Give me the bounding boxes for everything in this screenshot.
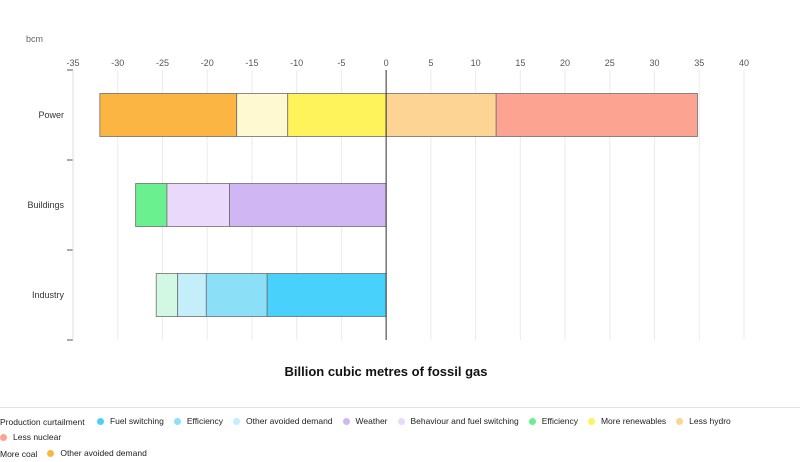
legend-item: Other avoided demand	[47, 446, 147, 461]
legend-swatch	[587, 418, 595, 425]
legend-lead-label: Production curtailment	[0, 417, 85, 427]
legend-divider	[0, 407, 800, 408]
x-tick-label: -10	[290, 58, 303, 68]
category-label-industry: Industry	[32, 290, 65, 300]
legend-swatch	[173, 418, 181, 425]
legend-item: Fuel switching	[96, 414, 164, 429]
bar-segment-industry	[155, 273, 179, 317]
legend-item: Behaviour and fuel switching	[397, 414, 519, 429]
bar-segment-buildings	[135, 183, 168, 227]
x-tick-label: 0	[384, 58, 389, 68]
x-tick-label: -35	[66, 58, 79, 68]
legend-item: Efficiency	[173, 414, 224, 429]
x-tick-label: 40	[739, 58, 749, 68]
bar-segment-industry	[266, 273, 387, 317]
x-tick-label: 35	[694, 58, 704, 68]
bar-segment-power	[495, 93, 698, 137]
category-label-power: Power	[38, 110, 64, 120]
x-tick-label: 30	[650, 58, 660, 68]
legend-item: Efficiency	[528, 414, 578, 429]
bar-segment-power	[287, 93, 387, 137]
bars	[99, 93, 698, 317]
x-tick-label: -30	[111, 58, 124, 68]
legend-item: Weather	[342, 414, 388, 429]
legend-label: Efficiency	[186, 416, 224, 426]
unit-label: bcm	[26, 34, 43, 44]
legend-item: Other avoided demand	[233, 414, 333, 429]
legend-label: Less nuclear	[13, 432, 62, 442]
legend-swatch	[96, 418, 104, 425]
legend-swatch	[528, 418, 536, 425]
legend-label: Other avoided demand	[246, 416, 333, 426]
legend-label: More renewables	[600, 416, 667, 426]
legend-lead-label-2: More coal	[0, 449, 38, 459]
legend-item: More renewables	[587, 414, 667, 429]
bar-segment-power	[236, 93, 289, 137]
legend-swatch	[0, 434, 7, 441]
legend-label: Efficiency	[541, 416, 578, 426]
legend: Production curtailment Fuel switching Eff…	[0, 414, 800, 462]
legend-swatch	[397, 418, 405, 425]
bar-chart: -35 -30 -25 -20 -15 -10 -5 0 5 10 15 20 25 30 35 40 Pow…	[26, 34, 749, 379]
x-tick-label: -15	[245, 58, 258, 68]
x-tick-labels: -35 -30 -25 -20 -15 -10 -5 0 5 10 15 20 25 30 35 40	[66, 58, 749, 68]
legend-label: Other avoided demand	[60, 448, 147, 458]
legend-swatch	[676, 418, 684, 425]
category-label-buildings: Buildings	[27, 200, 64, 210]
legend-swatch	[47, 450, 55, 457]
bar-segment-power	[99, 93, 238, 137]
bar-segment-power	[385, 93, 497, 137]
x-tick-label: -20	[201, 58, 214, 68]
x-tick-label: 25	[605, 58, 615, 68]
x-tick-label: -5	[337, 58, 345, 68]
category-labels: Power Buildings Industry	[27, 110, 64, 300]
x-tick-label: 20	[560, 58, 570, 68]
legend-label: Fuel switching	[109, 416, 164, 426]
x-tick-label: 15	[515, 58, 525, 68]
legend-swatch	[233, 418, 241, 425]
x-tick-label: -25	[156, 58, 169, 68]
bar-segment-industry	[177, 273, 207, 317]
x-tick-label: 10	[471, 58, 481, 68]
legend-item: Less nuclear	[0, 430, 61, 445]
legend-label: Weather	[355, 416, 388, 426]
x-tick-label: 5	[428, 58, 433, 68]
bar-segment-buildings	[229, 183, 387, 227]
legend-swatch	[342, 418, 350, 425]
legend-item: Less hydro	[676, 414, 731, 429]
legend-label: Behaviour and fuel switching	[410, 416, 519, 426]
bar-segment-industry	[205, 273, 268, 317]
bar-segment-buildings	[166, 183, 230, 227]
legend-label: Less hydro	[689, 416, 731, 426]
x-axis-title: Billion cubic metres of fossil gas	[285, 364, 488, 379]
